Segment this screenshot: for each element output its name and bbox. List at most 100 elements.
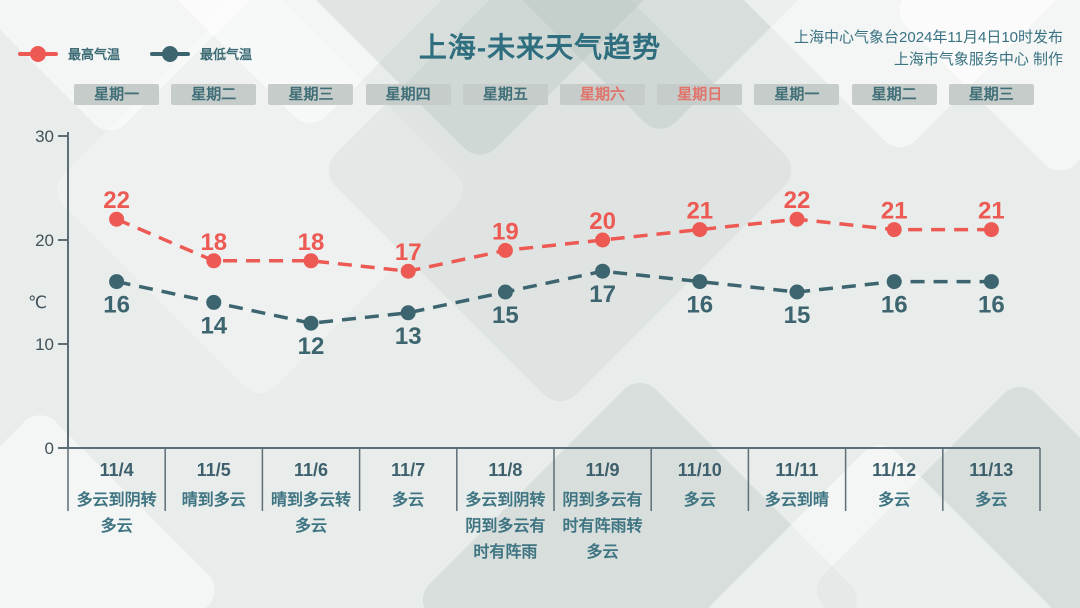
min-temp-dot-icon xyxy=(162,45,179,62)
data-point-marker xyxy=(595,263,611,279)
temperature-series-line xyxy=(116,269,992,325)
forecast-column: 11/11 多云到晴 xyxy=(748,458,845,566)
weather-description: 多云 xyxy=(846,488,943,514)
data-point-marker xyxy=(497,284,513,300)
weekday-label: 星期日 xyxy=(657,84,743,105)
weather-description-line: 多云 xyxy=(294,518,327,535)
temperature-value-label: 15 xyxy=(492,302,519,329)
data-point-marker xyxy=(303,315,319,331)
data-point-marker xyxy=(789,284,805,300)
date-label: 11/8 xyxy=(488,460,523,480)
y-axis-unit-label: ℃ xyxy=(28,293,47,312)
data-point-marker xyxy=(206,294,222,310)
data-point-marker xyxy=(886,222,902,238)
weekday-cell: 星期一 xyxy=(748,84,845,105)
temperature-value-label: 21 xyxy=(978,198,1005,225)
data-point-marker xyxy=(595,232,611,248)
temperature-value-label: 16 xyxy=(881,292,908,319)
min-temp-line-marker-icon xyxy=(150,45,191,62)
weather-description: 晴到多云 xyxy=(165,488,262,514)
forecast-column: 11/8 多云到阴转 阴到多云有 时有阵雨 xyxy=(457,458,554,566)
data-point-marker xyxy=(497,242,513,258)
forecast-column: 11/9 阴到多云有 时有阵雨转 多云 xyxy=(554,458,651,566)
data-point-marker xyxy=(789,211,805,227)
issue-info: 上海中心气象台2024年11月4日10时发布 上海市气象服务中心 制作 xyxy=(794,27,1063,71)
legend-label-min-temp: 最低气温 xyxy=(200,47,253,62)
forecast-column: 11/6 晴到多云转多云 xyxy=(262,458,359,566)
y-tick-label: 10 xyxy=(35,335,54,354)
temperature-value-label: 17 xyxy=(589,281,616,308)
weekday-label: 星期六 xyxy=(560,84,646,105)
date-label: 11/4 xyxy=(99,460,134,480)
weather-description: 多云 xyxy=(360,488,457,514)
weather-description-line: 多云 xyxy=(975,492,1008,509)
data-point-marker xyxy=(692,274,708,290)
forecast-column: 11/5 晴到多云 xyxy=(165,458,262,566)
weekday-label: 星期二 xyxy=(171,84,257,105)
weekday-label: 星期一 xyxy=(74,84,160,105)
y-tick-label: 30 xyxy=(35,127,54,146)
temperature-value-label: 17 xyxy=(395,239,422,266)
weather-description-line: 晴到多云转 xyxy=(270,492,351,509)
legend-item-max-temp: 最高气温 xyxy=(18,44,120,63)
max-temp-line-marker-icon xyxy=(18,45,58,62)
date-label: 11/7 xyxy=(391,460,426,480)
weekday-label: 星期四 xyxy=(365,84,451,105)
temperature-value-label: 16 xyxy=(103,292,130,319)
weather-description-line: 阴到多云有 xyxy=(562,492,643,509)
temperature-value-label: 14 xyxy=(200,312,227,339)
data-point-marker xyxy=(303,253,319,269)
weekday-cell: 星期日 xyxy=(651,84,748,105)
temperature-value-label: 16 xyxy=(686,292,713,319)
weather-description: 多云到晴 xyxy=(748,488,845,514)
weekday-cell: 星期四 xyxy=(360,84,457,105)
weekday-cell: 星期一 xyxy=(68,84,165,105)
data-point-marker xyxy=(886,274,902,290)
weekday-cell: 星期三 xyxy=(262,84,359,105)
data-point-marker xyxy=(109,274,125,290)
date-label: 11/6 xyxy=(293,460,328,480)
weather-description: 多云到阴转 多云 xyxy=(68,488,165,540)
weekday-cell: 星期二 xyxy=(165,84,262,105)
date-label: 11/11 xyxy=(775,460,819,480)
temperature-value-label: 18 xyxy=(200,229,227,256)
data-point-marker xyxy=(983,274,999,290)
y-tick-label: 0 xyxy=(45,439,54,458)
weather-description-line: 多云到阴转 xyxy=(465,492,546,509)
temperature-value-label: 21 xyxy=(881,198,908,225)
date-label: 11/10 xyxy=(677,460,722,480)
temperature-series-line xyxy=(115,217,992,273)
date-label: 11/13 xyxy=(969,460,1014,480)
temperature-value-label: 20 xyxy=(589,208,616,235)
weather-description-line: 多云到晴 xyxy=(764,492,829,509)
temperature-value-label: 16 xyxy=(978,292,1005,319)
temperature-value-label: 19 xyxy=(492,218,519,245)
weather-description: 多云到阴转 阴到多云有 时有阵雨 xyxy=(457,488,554,566)
weekday-label: 星期三 xyxy=(268,84,354,105)
weather-description-line: 多云到阴转 xyxy=(76,492,157,509)
temperature-value-label: 13 xyxy=(395,323,422,350)
weekday-label: 星期二 xyxy=(851,84,937,105)
date-label: 11/9 xyxy=(585,460,620,480)
chart-legend: 最高气温 最低气温 xyxy=(18,44,252,63)
data-point-marker xyxy=(206,253,222,269)
y-tick-label: 20 xyxy=(35,231,54,250)
data-point-marker xyxy=(692,222,708,238)
weather-description-line: 时有阵雨转 xyxy=(562,518,643,535)
weekday-header-row: 星期一 星期二 星期三 星期四 星期五 星期六 星期日 星期一 星期二 星期三 xyxy=(68,84,1040,105)
weather-description: 多云 xyxy=(943,488,1040,514)
temperature-value-label: 12 xyxy=(298,333,325,360)
data-point-marker xyxy=(109,211,125,227)
forecast-column: 11/7 多云 xyxy=(360,458,457,566)
temperature-value-label: 18 xyxy=(298,229,325,256)
temperature-value-label: 21 xyxy=(686,198,713,225)
weekday-cell: 星期二 xyxy=(846,84,943,105)
forecast-table: 11/4 多云到阴转 多云 11/5 晴到多云 11/6 晴到多云转 多云 11/7 多云 11/8… xyxy=(68,458,1040,566)
max-temp-dot-icon xyxy=(30,45,46,62)
forecast-column: 11/13 多云 xyxy=(943,458,1040,566)
issue-info-line2: 上海市气象服务中心 制作 xyxy=(893,51,1063,68)
temperature-value-label: 22 xyxy=(784,187,811,214)
weather-description-line: 多云 xyxy=(392,492,425,509)
